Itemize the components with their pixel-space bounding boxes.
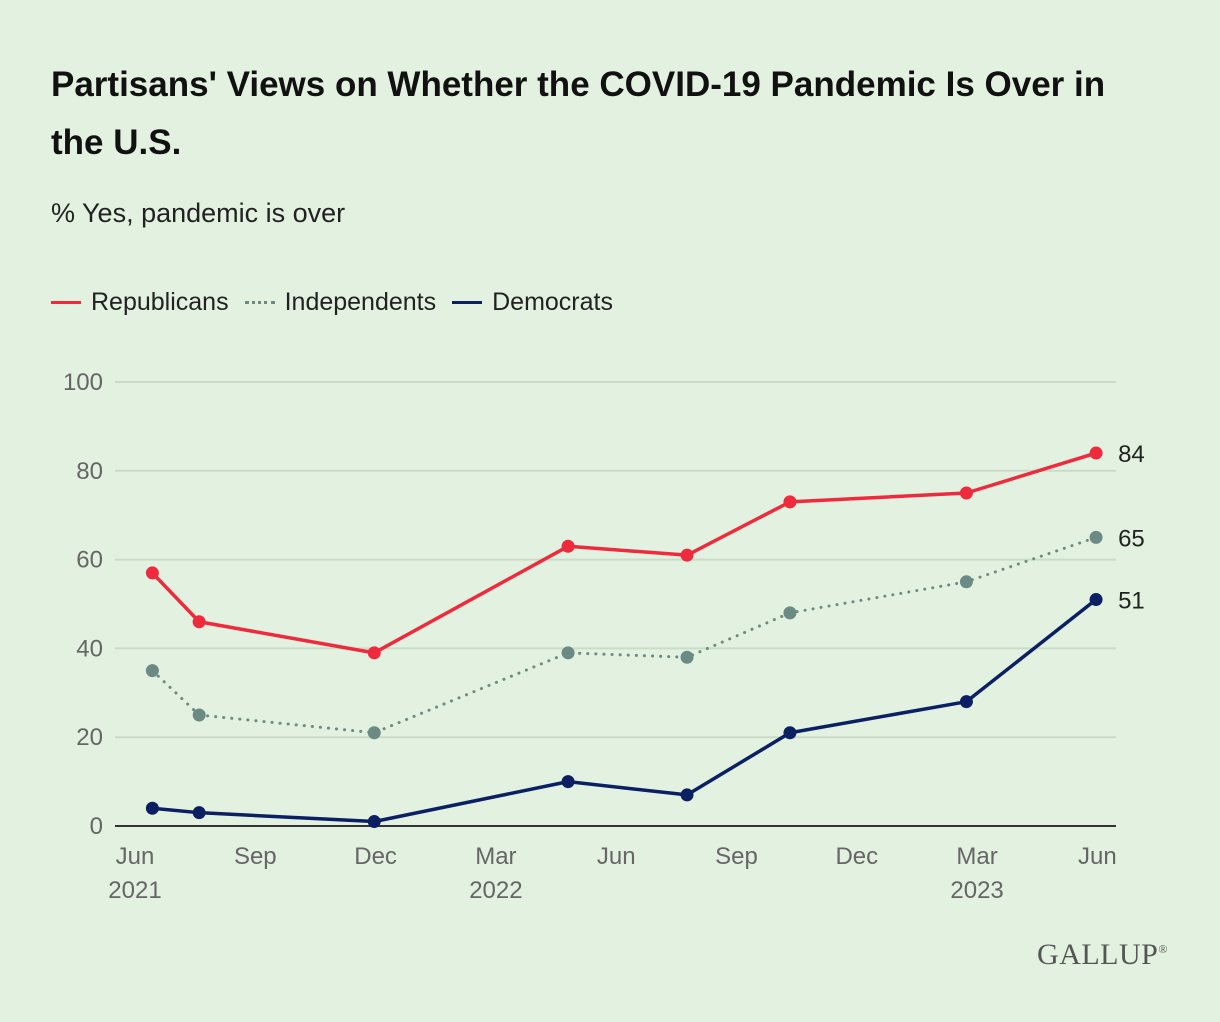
series-line-democrats — [150, 597, 1098, 824]
data-point-independents — [145, 664, 159, 678]
data-point-republicans — [367, 646, 381, 660]
y-tick-label: 80 — [76, 458, 103, 485]
data-point-independents — [959, 575, 973, 589]
data-point-republicans — [680, 548, 694, 562]
legend: Republicans Independents Democrats — [51, 288, 629, 317]
data-point-independents — [1089, 530, 1103, 544]
data-point-republicans — [1089, 446, 1103, 460]
legend-label: Democrats — [492, 288, 613, 316]
legend-label: Republicans — [91, 288, 229, 316]
end-label-democrats: 51 — [1118, 588, 1145, 615]
data-point-independents — [783, 606, 797, 620]
x-tick-year: 2022 — [469, 877, 522, 904]
x-tick-label: Sep — [715, 843, 758, 870]
x-tick-label: Mar — [956, 843, 997, 870]
data-point-independents — [561, 646, 575, 660]
y-tick-label: 100 — [63, 369, 103, 396]
x-tick-label: Dec — [835, 843, 878, 870]
chart-title: Partisans' Views on Whether the COVID-19… — [51, 65, 1106, 162]
data-point-democrats — [561, 775, 575, 789]
y-tick-label: 0 — [90, 813, 103, 840]
data-point-democrats — [192, 806, 206, 820]
data-point-independents — [680, 650, 694, 664]
y-tick-label: 40 — [76, 635, 103, 662]
series-line-independents — [150, 535, 1098, 735]
gallup-logo: GALLUP® — [1037, 938, 1168, 971]
data-point-democrats — [959, 695, 973, 709]
data-point-democrats — [1089, 593, 1103, 607]
data-point-republicans — [561, 539, 575, 553]
x-tick-label: Mar — [475, 843, 516, 870]
x-tick-label: Dec — [354, 843, 397, 870]
legend-swatch-independents — [244, 301, 275, 304]
end-label-independents: 65 — [1118, 525, 1145, 552]
data-point-democrats — [783, 726, 797, 740]
data-point-democrats — [367, 815, 381, 829]
data-point-republicans — [783, 495, 797, 509]
x-tick-label: Jun — [597, 843, 636, 870]
legend-swatch-democrats — [452, 301, 483, 304]
x-tick-year: 2021 — [108, 877, 161, 904]
x-tick-label: Sep — [234, 843, 277, 870]
y-tick-label: 20 — [76, 724, 103, 751]
legend-swatch-republicans — [51, 301, 81, 304]
data-point-republicans — [192, 615, 206, 629]
y-tick-label: 60 — [76, 547, 103, 574]
data-point-democrats — [145, 801, 159, 815]
legend-item-independents: Independents — [244, 288, 437, 317]
x-tick-label: Jun — [1078, 843, 1117, 870]
x-tick-year: 2023 — [950, 877, 1003, 904]
legend-item-democrats: Democrats — [452, 288, 613, 317]
legend-item-republicans: Republicans — [51, 288, 229, 317]
data-point-democrats — [680, 788, 694, 802]
data-point-independents — [367, 726, 381, 740]
chart-subtitle: % Yes, pandemic is over — [51, 198, 346, 228]
x-tick-label: Jun — [116, 843, 155, 870]
legend-label: Independents — [284, 288, 437, 316]
data-point-independents — [192, 708, 206, 722]
series-line-republicans — [150, 451, 1098, 655]
data-point-republicans — [145, 566, 159, 580]
end-label-republicans: 84 — [1118, 441, 1145, 468]
data-point-republicans — [959, 486, 973, 500]
